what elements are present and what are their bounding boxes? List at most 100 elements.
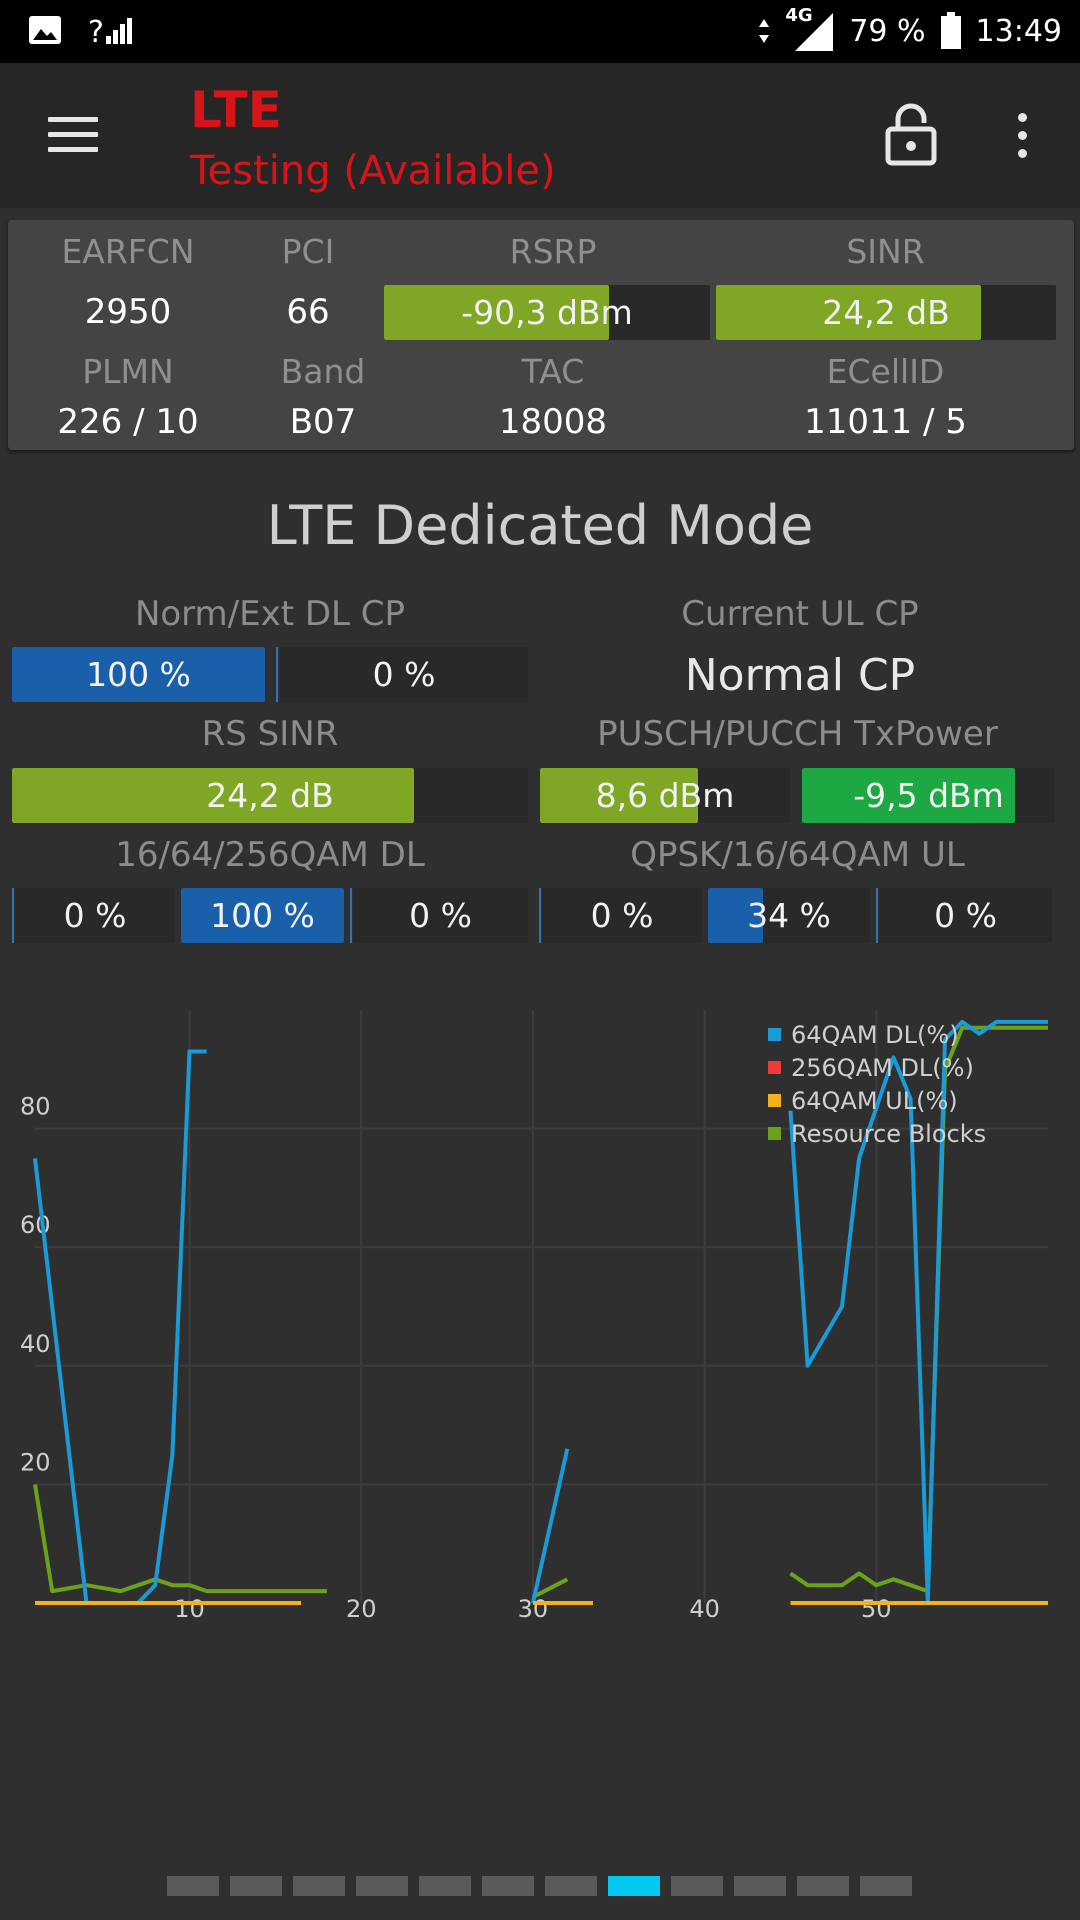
qam-ul-label: QPSK/16/64QAM UL xyxy=(630,835,965,875)
dl-cp-extended-bar: 0 % xyxy=(280,647,528,702)
status-bar: ? 4G 79 % 13:49 xyxy=(0,0,1080,63)
page-indicator-dot[interactable] xyxy=(545,1876,597,1896)
menu-button[interactable] xyxy=(48,117,98,155)
qam-dl-64-fill xyxy=(181,888,344,943)
pusch-fill xyxy=(540,768,698,823)
app-title: LTE xyxy=(190,81,282,139)
page-indicator-dot[interactable] xyxy=(608,1876,660,1896)
page-indicator xyxy=(167,1876,912,1896)
legend-swatch xyxy=(768,1028,781,1041)
series-line-3 xyxy=(531,1577,569,1599)
plmn-value: 226 / 10 xyxy=(57,402,199,442)
qam-ul-qpsk-bar: 0 % xyxy=(542,888,702,943)
data-arrows-icon xyxy=(759,19,770,43)
page-indicator-dot[interactable] xyxy=(734,1876,786,1896)
qam-dl-16-value: 0 % xyxy=(63,896,127,935)
page-indicator-dot[interactable] xyxy=(671,1876,723,1896)
qam-dl-label: 16/64/256QAM DL xyxy=(115,835,425,875)
sinr-bar: 24,2 dB xyxy=(716,285,1056,340)
ecellid-value: 11011 / 5 xyxy=(804,402,967,442)
legend-label: 256QAM DL(%) xyxy=(791,1053,974,1082)
legend-item: Resource Blocks xyxy=(768,1117,986,1150)
series-line-0 xyxy=(136,1049,207,1605)
dl-cp-label: Norm/Ext DL CP xyxy=(134,594,406,634)
plmn-label: PLMN xyxy=(82,352,174,391)
status-left: ? xyxy=(28,12,132,48)
rsrp-bar-fill xyxy=(384,285,609,340)
lock-open-icon[interactable] xyxy=(884,103,938,167)
cell-signal-icon: 4G xyxy=(785,5,835,53)
x-tick-label: 40 xyxy=(689,1595,720,1623)
legend-label: Resource Blocks xyxy=(791,1119,987,1148)
legend-item: 256QAM DL(%) xyxy=(768,1051,986,1084)
cell-info-panel: EARFCN PCI RSRP SINR 2950 66 -90,3 dBm 2… xyxy=(8,220,1074,450)
txpower-label: PUSCH/PUCCH TxPower xyxy=(597,714,998,754)
rsrp-bar: -90,3 dBm xyxy=(384,285,710,340)
bar-divider xyxy=(539,888,541,943)
pucch-fill xyxy=(802,768,1015,823)
qam-ul-16-value: 34 % xyxy=(747,896,831,935)
y-tick-label: 80 xyxy=(20,1093,51,1121)
qam-ul-64-value: 0 % xyxy=(934,896,997,935)
page-indicator-dot[interactable] xyxy=(482,1876,534,1896)
qam-dl-256-bar: 0 % xyxy=(353,888,528,943)
series-line-3 xyxy=(33,1484,327,1594)
image-icon xyxy=(29,16,61,44)
status-right: 4G 79 % 13:49 xyxy=(757,5,1062,54)
qam-ul-64-bar: 0 % xyxy=(879,888,1052,943)
page-indicator-dot[interactable] xyxy=(356,1876,408,1896)
ul-cp-value: Normal CP xyxy=(684,650,916,701)
qam-dl-64-bar: 100 % xyxy=(181,888,344,943)
pusch-bar: 8,6 dBm xyxy=(540,768,790,823)
dl-cp-normal-fill xyxy=(12,647,265,702)
bar-divider xyxy=(276,647,278,702)
network-type-label: 4G xyxy=(785,5,813,26)
page-indicator-dot[interactable] xyxy=(293,1876,345,1896)
series-line-0 xyxy=(530,1448,570,1604)
pucch-value: -9,5 dBm xyxy=(853,776,1004,815)
svg-text:?: ? xyxy=(88,15,104,48)
page-indicator-dot[interactable] xyxy=(797,1876,849,1896)
series-line-3 xyxy=(789,1025,1048,1594)
legend-swatch xyxy=(768,1094,781,1107)
legend-swatch xyxy=(768,1061,781,1074)
tac-label: TAC xyxy=(521,352,585,391)
earfcn-value: 2950 xyxy=(84,292,172,332)
page-indicator-dot[interactable] xyxy=(419,1876,471,1896)
qam-dl-64-value: 100 % xyxy=(210,896,315,935)
chart-legend: 64QAM DL(%) 256QAM DL(%) 64QAM UL(%) Resour… xyxy=(768,1018,986,1150)
series-line-0 xyxy=(33,1158,89,1604)
rsrp-value: -90,3 dBm xyxy=(461,293,633,332)
x-tick-label: 10 xyxy=(174,1595,205,1623)
series-line-0 xyxy=(788,1019,1048,1605)
qam-ul-qpsk-value: 0 % xyxy=(590,896,654,935)
qam-dl-16-bar: 0 % xyxy=(15,888,175,943)
qam-ul-16-fill xyxy=(708,888,764,943)
page-indicator-dot[interactable] xyxy=(167,1876,219,1896)
bar-divider xyxy=(12,888,14,943)
more-options-button[interactable] xyxy=(1010,113,1034,163)
pusch-value: 8,6 dBm xyxy=(595,776,735,815)
more-vert-dot xyxy=(1017,131,1027,140)
battery-percent: 79 % xyxy=(849,13,926,49)
app-subtitle: Testing (Available) xyxy=(190,148,556,194)
y-tick-label: 60 xyxy=(20,1211,51,1239)
legend-item: 64QAM DL(%) xyxy=(768,1018,986,1051)
rs-sinr-bar: 24,2 dB xyxy=(12,768,528,823)
page-indicator-dot[interactable] xyxy=(230,1876,282,1896)
bar-divider xyxy=(350,888,352,943)
hamburger-line xyxy=(48,147,98,152)
band-label: Band xyxy=(280,352,366,391)
qam-dl-256-value: 0 % xyxy=(409,896,472,935)
signal-unknown-icon: ? xyxy=(88,15,132,48)
sinr-value: 24,2 dB xyxy=(822,293,950,332)
sinr-label: SINR xyxy=(846,232,925,271)
legend-item: 64QAM UL(%) xyxy=(768,1084,986,1117)
page-indicator-dot[interactable] xyxy=(860,1876,912,1896)
earfcn-label: EARFCN xyxy=(61,232,195,271)
battery-icon xyxy=(940,12,961,49)
dl-cp-normal-bar: 100 % xyxy=(12,647,265,702)
ul-cp-label: Current UL CP xyxy=(681,594,919,634)
x-tick-label: 50 xyxy=(861,1595,892,1623)
